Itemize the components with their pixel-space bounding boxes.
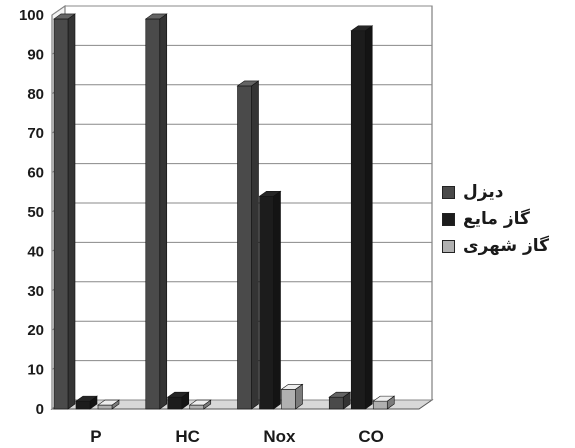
bar-group-P: [53, 13, 120, 410]
bar-series-3-P: [97, 399, 120, 410]
bar-series-2-HC: [166, 391, 190, 410]
y-axis-tick-labels: 0 10 20 30 40 50 60 70 80 90 100: [19, 7, 44, 418]
bar-series-3-CO: [372, 395, 396, 410]
y-tick-label: 100: [19, 7, 44, 24]
bar-group-Nox: [236, 80, 304, 410]
bars: [53, 13, 396, 410]
legend-label-series-1: دیزل: [463, 182, 504, 202]
x-tick-label-CO: CO: [358, 427, 384, 446]
y-tick-label: 20: [27, 322, 44, 339]
y-tick-label: 70: [27, 125, 44, 142]
legend: دیزل گاز مایع گاز شهری: [442, 180, 549, 261]
y-tick-label: 50: [27, 204, 44, 221]
legend-item-series-2: گاز مایع: [442, 207, 549, 231]
bar-series-3-HC: [188, 399, 212, 410]
bar-series-2-Nox: [258, 190, 282, 410]
bar-series-1-Nox: [236, 80, 260, 410]
y-tick-label: 40: [27, 243, 44, 260]
legend-swatch-series-3: [442, 239, 455, 253]
bar-series-2-CO: [350, 25, 374, 410]
legend-swatch-series-2: [442, 212, 455, 226]
bar-series-2-P: [75, 395, 98, 410]
legend-label-series-2: گاز مایع: [463, 209, 530, 229]
x-tick-label-HC: HC: [175, 427, 200, 446]
bar-group-CO: [328, 25, 396, 410]
y-tick-label: 30: [27, 283, 44, 300]
legend-swatch-series-1: [442, 185, 455, 199]
bar-group-HC: [144, 13, 212, 410]
bar-series-1-CO: [328, 391, 352, 410]
x-tick-label-P: P: [90, 427, 101, 446]
x-axis-tick-labels: P HC Nox CO: [90, 427, 384, 446]
y-tick-label: 80: [27, 86, 44, 103]
legend-item-series-1: دیزل: [442, 180, 549, 204]
gridline-side-100: [51, 5, 66, 16]
bar-series-1-HC: [144, 13, 168, 410]
bar-series-1-P: [53, 13, 76, 410]
bar-series-3-Nox: [280, 383, 304, 410]
y-tick-label: 0: [36, 401, 44, 418]
y-tick-label: 10: [27, 362, 44, 379]
y-tick-label: 60: [27, 165, 44, 182]
legend-item-series-3: گاز شهری: [442, 234, 549, 258]
legend-label-series-3: گاز شهری: [463, 236, 550, 256]
y-tick-label: 90: [27, 46, 44, 63]
x-tick-label-Nox: Nox: [263, 427, 296, 446]
